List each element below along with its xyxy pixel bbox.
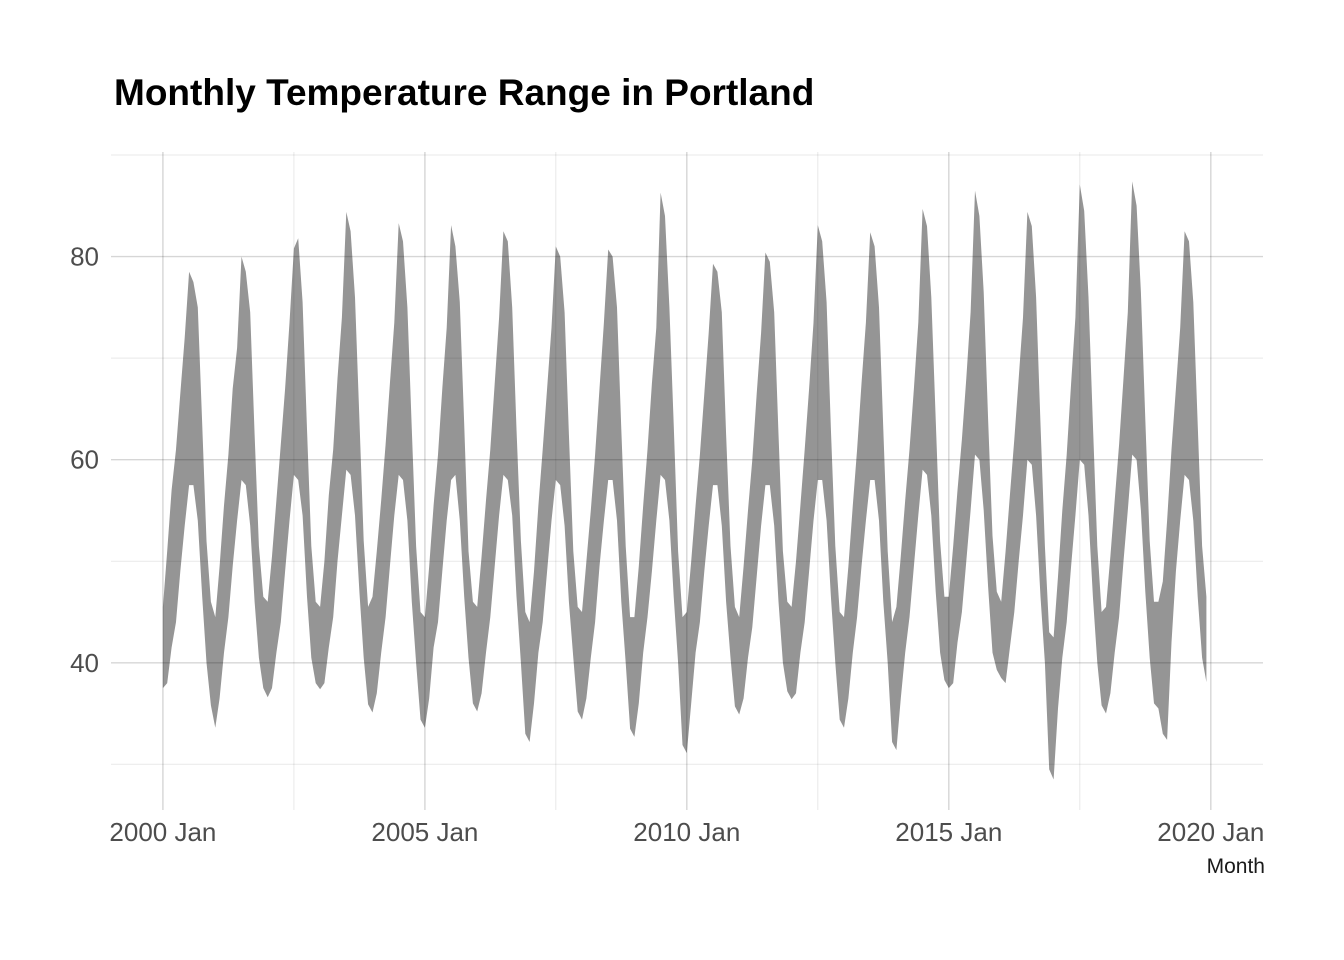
- y-tick-label: 60: [70, 445, 99, 475]
- y-tick-label: 80: [70, 242, 99, 272]
- x-tick-label: 2015 Jan: [895, 817, 1002, 847]
- chart-title: Monthly Temperature Range in Portland: [114, 72, 815, 113]
- x-tick-label: 2010 Jan: [633, 817, 740, 847]
- y-tick-label: 40: [70, 648, 99, 678]
- x-tick-label: 2020 Jan: [1157, 817, 1264, 847]
- ribbon-area: [162, 181, 1207, 780]
- x-axis-title: Month: [1206, 855, 1265, 878]
- x-tick-label: 2000 Jan: [109, 817, 216, 847]
- x-tick-label: 2005 Jan: [371, 817, 478, 847]
